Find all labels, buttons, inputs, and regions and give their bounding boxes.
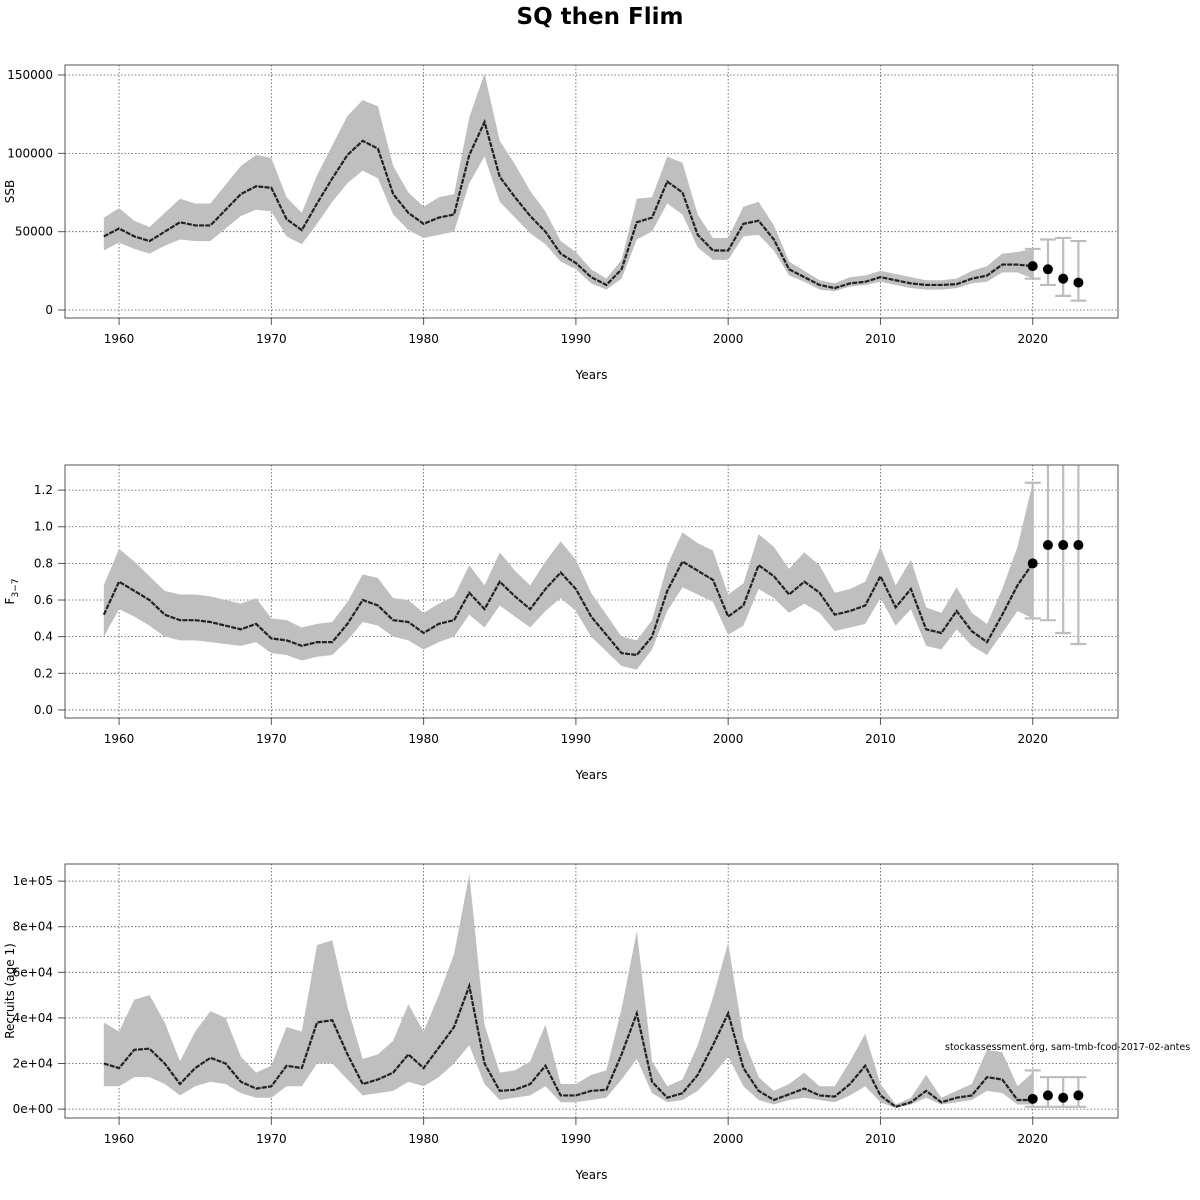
x-tick-label: 2010: [865, 732, 896, 746]
forecast-point: [1027, 558, 1038, 569]
x-tick-label: 1970: [256, 732, 287, 746]
watermark: stockassessment.org, sam-tmb-fcod-2017-0…: [945, 1042, 1190, 1053]
forecast-point: [1027, 1093, 1038, 1104]
x-tick-label: 2010: [865, 332, 896, 346]
estimate-line: [103, 118, 1033, 290]
y-tick-label: 2e+04: [13, 1057, 53, 1071]
plot-frame: [64, 64, 1119, 319]
recruits-panel: 1960 1970 1980 1990 2000 2010 2020 0e+00 2e+04 4e…: [3, 863, 1119, 1182]
y-tick-label: 0e+00: [13, 1102, 53, 1116]
y-tick-label: 50000: [15, 225, 53, 239]
x-tick-label: 1980: [408, 332, 439, 346]
y-tick-label: 0.2: [34, 666, 53, 680]
y-tick-label: 1.2: [34, 483, 53, 497]
y-tick-label: 6e+04: [13, 965, 53, 979]
forecast-point: [1058, 1092, 1069, 1103]
x-tick-label: 1970: [256, 1132, 287, 1146]
ssb-panel: 1960 1970 1980 1990 2000 2010 2020 0 50000 100000…: [3, 64, 1119, 382]
y-axis-label: Recruits (age 1): [3, 943, 17, 1039]
forecast-point: [1027, 261, 1038, 272]
x-tick-label: 2000: [713, 732, 744, 746]
x-tick-label: 2000: [713, 332, 744, 346]
y-tick-label: 0.0: [34, 703, 53, 717]
y-tick-label: 1e+05: [13, 874, 53, 888]
plot-frame: [64, 464, 1119, 719]
x-tick-label: 1990: [561, 1132, 592, 1146]
x-tick-label: 1970: [256, 332, 287, 346]
ssb-plot-area: [103, 73, 1087, 302]
forecast-point: [1058, 540, 1069, 551]
x-tick-label: 1960: [104, 732, 135, 746]
y-axis-label: SSB: [3, 180, 17, 203]
chart-title: SQ then Flim: [517, 4, 684, 30]
y-tick-label: 8e+04: [13, 920, 53, 934]
forecast-point: [1042, 264, 1053, 275]
x-axis-label: Years: [575, 368, 608, 382]
x-tick-label: 2020: [1017, 1132, 1048, 1146]
y-axis-label: F3−7: [3, 579, 21, 605]
x-tick-label: 2010: [865, 1132, 896, 1146]
forecast-point: [1073, 1090, 1084, 1101]
x-tick-label: 1980: [408, 1132, 439, 1146]
x-tick-label: 1990: [561, 732, 592, 746]
forecast-point: [1058, 273, 1069, 284]
forecast-point: [1042, 540, 1053, 551]
x-tick-label: 2000: [713, 1132, 744, 1146]
f-panel: 1960 1970 1980 1990 2000 2010 2020 0.0 0.2 0.4 0.6…: [3, 464, 1119, 782]
x-tick-label: 1980: [408, 732, 439, 746]
forecast-point: [1042, 1090, 1053, 1101]
confidence-band: [103, 482, 1033, 670]
x-axis-label: Years: [575, 768, 608, 782]
forecast-point: [1073, 277, 1084, 288]
f-plot-area: [102, 465, 1087, 670]
confidence-band: [103, 874, 1033, 1108]
forecast-point: [1073, 540, 1084, 551]
estimate-line: [103, 981, 1033, 1109]
recruits-plot-area: [103, 874, 1087, 1109]
y-tick-label: 100000: [7, 146, 53, 160]
estimate-line: [102, 560, 1034, 657]
x-tick-label: 1960: [104, 1132, 135, 1146]
plot-frame: [64, 863, 1119, 1119]
x-tick-label: 1960: [104, 332, 135, 346]
x-tick-label: 1990: [561, 332, 592, 346]
y-tick-label: 4e+04: [13, 1011, 53, 1025]
y-tick-label: 1.0: [34, 520, 53, 534]
y-tick-label: 0.6: [34, 593, 53, 607]
panels: 1960 1970 1980 1990 2000 2010 2020 0 50000 100000…: [3, 64, 1119, 1182]
y-tick-label: 0.8: [34, 556, 53, 570]
x-axis-label: Years: [575, 1168, 608, 1182]
y-tick-label: 0.4: [34, 630, 53, 644]
x-tick-label: 2020: [1017, 332, 1048, 346]
confidence-band: [103, 73, 1033, 292]
y-tick-label: 150000: [7, 68, 53, 82]
x-tick-label: 2020: [1017, 732, 1048, 746]
y-tick-label: 0: [45, 303, 53, 317]
